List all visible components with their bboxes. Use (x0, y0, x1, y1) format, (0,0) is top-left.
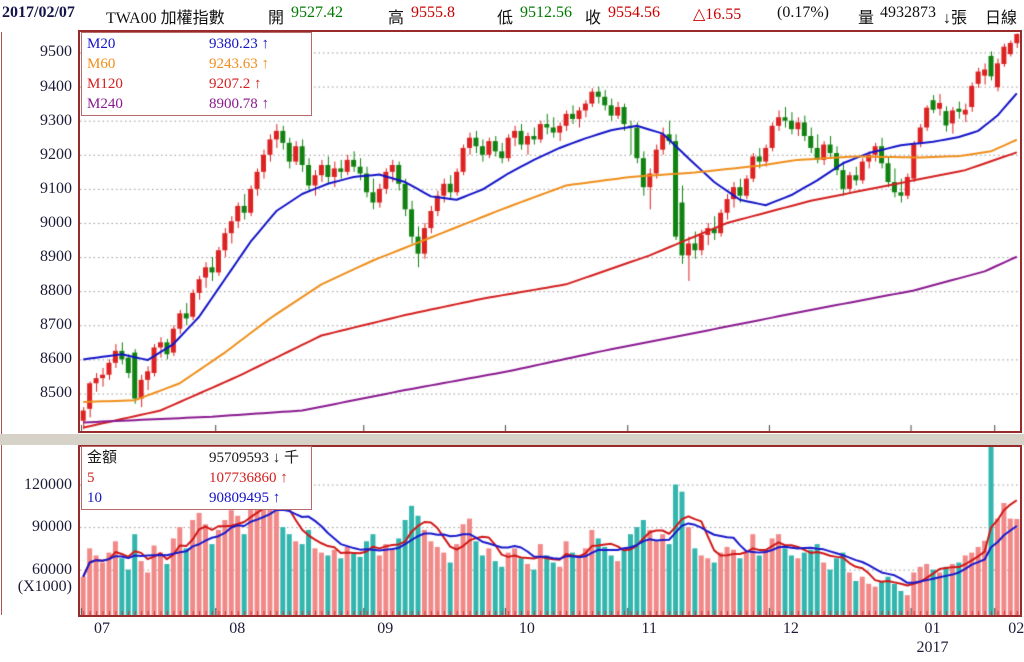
amount-legend-row: 10 90809495 ↑ (87, 488, 306, 508)
ma240-value: 8900.78 ↑ (209, 96, 269, 112)
month-label: 11 (641, 620, 657, 637)
vol-ma5-value: 107736860 ↑ (209, 470, 288, 486)
left-frame-line (1, 32, 2, 615)
amount-legend-row: 金額 95709593 ↓ 千 (87, 448, 306, 468)
amount-legend: 金額 95709593 ↓ 千 5 107736860 ↑ 10 9080949… (81, 446, 312, 510)
high-label: 高 (388, 10, 405, 27)
open-value: 9527.42 (291, 4, 343, 21)
ma-legend-row: M20 9380.23 ↑ (87, 34, 306, 54)
price-tick-label: 8800 (40, 282, 72, 300)
ma20-value: 9380.23 ↑ (209, 36, 269, 52)
month-label: 09 (377, 620, 394, 637)
price-tick-label: 8700 (40, 316, 72, 334)
month-label: 12 (782, 620, 799, 637)
month-label: 07 (94, 620, 110, 637)
low-label: 低 (497, 10, 514, 27)
price-tick-label: 9100 (40, 179, 72, 197)
price-tick-label: 9300 (40, 111, 72, 129)
ma20-label: M20 (87, 36, 116, 52)
ma240-label: M240 (87, 96, 123, 112)
price-tick-label: 8600 (40, 350, 72, 368)
period-daily-label: 日線 (985, 10, 1018, 27)
amount-value: 95709593 ↓ 千 (209, 450, 300, 466)
ma-legend-row: M240 8900.78 ↑ (87, 94, 306, 114)
price-tick-label: 9000 (40, 213, 72, 231)
price-tick-label: 9500 (40, 43, 72, 61)
change-value: △16.55 (693, 6, 742, 23)
open-label: 開 (268, 10, 285, 27)
ma-legend-row: M120 9207.2 ↑ (87, 74, 306, 94)
month-label: 08 (229, 620, 246, 637)
year-label: 2017 (916, 639, 949, 656)
low-value: 9512.56 (520, 4, 572, 21)
ma-legend: M20 9380.23 ↑ M60 9243.63 ↑ M120 9207.2 … (81, 32, 312, 116)
price-tick-label: 8900 (40, 248, 72, 266)
price-tick-label: 8500 (40, 384, 72, 402)
vol-ma5-label: 5 (87, 470, 95, 486)
ma120-label: M120 (87, 76, 123, 92)
change-percent: (0.17%) (777, 4, 829, 21)
volume-value: 4932873 (880, 4, 936, 21)
header-symbol: TWA00 加權指數 (106, 10, 225, 27)
ma-legend-row: M60 9243.63 ↑ (87, 54, 306, 74)
ma60-value: 9243.63 ↑ (209, 56, 269, 72)
amount-label: 金額 (87, 450, 118, 466)
vol-ma10-value: 90809495 ↑ (209, 490, 281, 506)
volume-label: 量 (858, 10, 875, 27)
ma120-value: 9207.2 ↑ (209, 76, 262, 92)
volume-arrow-suffix: ↓張 (943, 10, 968, 27)
price-tick-label: 9400 (40, 77, 72, 95)
volume-unit-label: (X1000) (17, 577, 72, 595)
header-date: 2017/02/07 (2, 4, 75, 21)
vol-ma10-label: 10 (87, 490, 102, 506)
volume-tick-label: 90000 (32, 518, 72, 536)
month-label: 01 (924, 620, 941, 637)
amount-legend-row: 5 107736860 ↑ (87, 468, 306, 488)
high-value: 9555.8 (411, 4, 455, 21)
month-label: 02 (1008, 620, 1024, 637)
ma60-label: M60 (87, 56, 116, 72)
volume-tick-label: 120000 (24, 475, 72, 493)
close-value: 9554.56 (608, 4, 660, 21)
close-label: 收 (585, 10, 602, 27)
month-label: 10 (518, 620, 535, 637)
price-tick-label: 9200 (40, 145, 72, 163)
volume-tick-label: 60000 (32, 560, 72, 578)
panel-separator (0, 434, 1024, 445)
